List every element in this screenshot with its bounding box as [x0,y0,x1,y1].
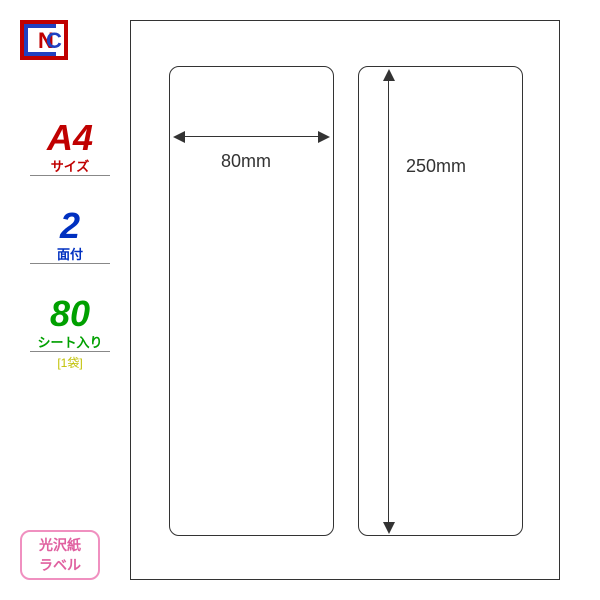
spec-sheets-note: [1袋] [30,354,110,371]
height-dimension-text: 250mm [406,156,466,177]
paper-type-badge: 光沢紙 ラベル [20,530,100,580]
spec-size-label: サイズ [30,156,110,176]
spec-faces: 2 面付 [30,208,110,264]
svg-text:C: C [46,28,62,53]
logo: N C [20,20,68,60]
height-arrow-up [383,69,395,81]
height-arrow-down [383,522,395,534]
width-dimension-line [179,136,324,137]
spec-sheets-value: 80 [30,296,110,332]
spec-sheets-label: シート入り [30,332,110,352]
badge-line2: ラベル [39,555,81,575]
spec-sheets: 80 シート入り [1袋] [30,296,110,371]
width-arrow-right [318,131,330,143]
badge-line1: 光沢紙 [39,535,81,555]
specs-panel: A4 サイズ 2 面付 80 シート入り [1袋] [30,120,110,403]
spec-size-value: A4 [30,120,110,156]
height-dimension-line [388,76,389,526]
sheet-diagram: 80mm 250mm [130,20,560,580]
spec-size: A4 サイズ [30,120,110,176]
label-rect-right [358,66,523,536]
spec-faces-label: 面付 [30,244,110,264]
spec-faces-value: 2 [30,208,110,244]
width-dimension-text: 80mm [221,151,271,172]
width-arrow-left [173,131,185,143]
